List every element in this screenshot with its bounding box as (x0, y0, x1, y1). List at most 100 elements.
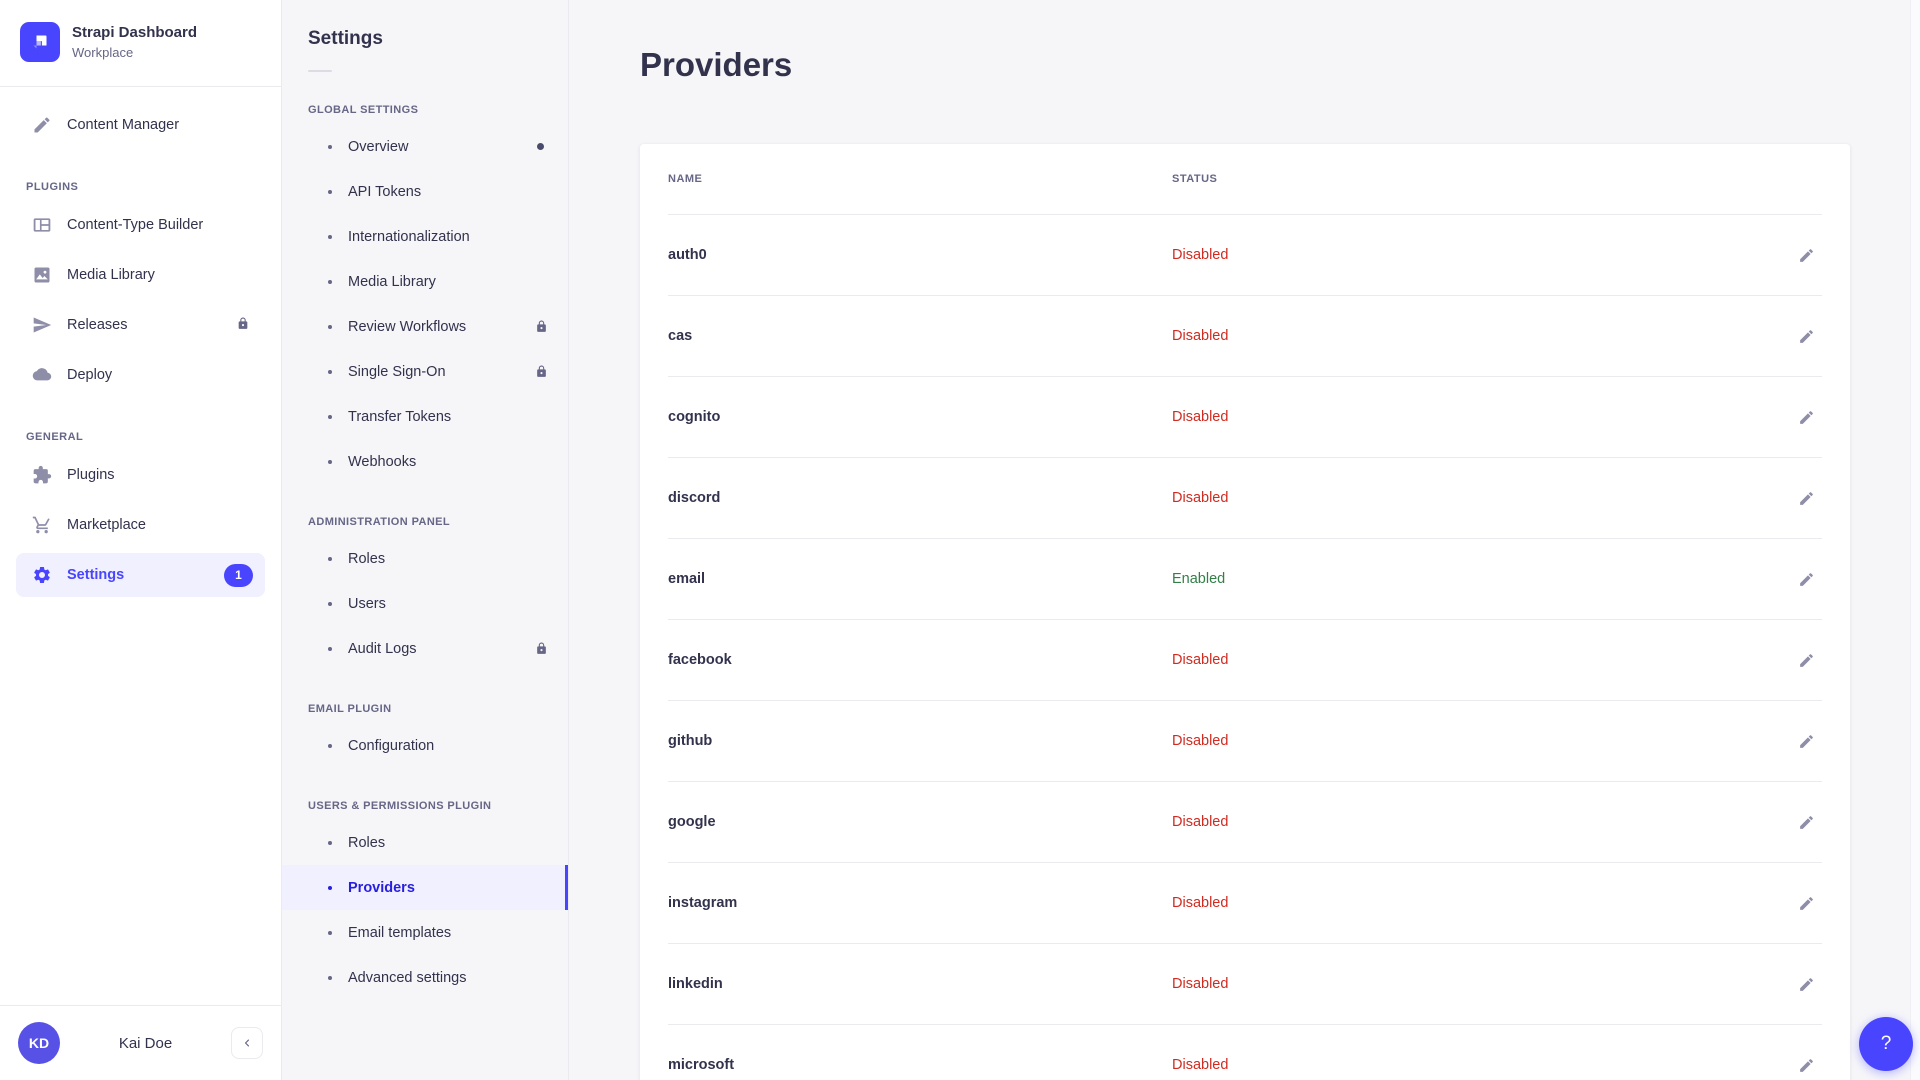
provider-status: Disabled (1172, 328, 1229, 344)
settings-nav-item-users[interactable]: Users (282, 581, 568, 626)
bullet-dot (328, 459, 332, 464)
brand-title: Strapi Dashboard (72, 24, 198, 42)
settings-nav-label: Transfer Tokens (348, 408, 452, 425)
sidebar-item-marketplace[interactable]: Marketplace (16, 503, 265, 547)
settings-nav-item-api-tokens[interactable]: API Tokens (282, 169, 568, 214)
sidebar-section-general: GENERAL (26, 431, 84, 443)
cart-icon (32, 516, 50, 534)
settings-nav-item-configuration[interactable]: Configuration (282, 723, 568, 768)
bullet-dot (328, 646, 332, 651)
edit-provider-button[interactable] (1790, 320, 1822, 352)
bullet-dot (328, 885, 332, 890)
bullet-dot (328, 601, 332, 606)
sidebar-item-label: Settings (67, 567, 125, 583)
settings-nav-item-transfer-tokens[interactable]: Transfer Tokens (282, 394, 568, 439)
edit-provider-button[interactable] (1790, 644, 1822, 676)
user-name: Kai Doe (118, 1034, 173, 1052)
subnav-divider (308, 70, 332, 72)
settings-nav-label: Roles (348, 550, 386, 567)
bullet-dot (328, 975, 332, 980)
edit-provider-button[interactable] (1790, 482, 1822, 514)
sidebar-section-plugins: PLUGINS (26, 181, 79, 193)
pencil-icon (1799, 491, 1813, 505)
table-header-row: NAME STATUS (668, 144, 1822, 214)
sidebar-item-label: Content Manager (67, 117, 180, 133)
gear-icon (34, 567, 50, 583)
layout-icon (33, 218, 51, 232)
notification-dot (537, 143, 544, 150)
workspace-brand[interactable]: Strapi Dashboard Workplace (0, 0, 281, 87)
settings-nav-item-email-templates[interactable]: Email templates (282, 910, 568, 955)
pencil-icon (1799, 1058, 1813, 1072)
bullet-dot (328, 324, 332, 329)
settings-nav-label: Advanced settings (348, 969, 467, 986)
user-menu[interactable]: KD Kai Doe (0, 1005, 281, 1080)
sidebar-item-plugins[interactable]: Plugins (16, 453, 265, 497)
settings-nav-label: Roles (348, 834, 386, 851)
bullet-dot (328, 234, 332, 239)
sidebar-item-content-manager[interactable]: Content Manager (16, 103, 265, 147)
settings-nav-item-review-workflows[interactable]: Review Workflows (282, 304, 568, 349)
sidebar-item-label: Marketplace (67, 517, 146, 533)
edit-provider-button[interactable] (1790, 401, 1822, 433)
settings-nav-item-media-library[interactable]: Media Library (282, 259, 568, 304)
brand-text: Strapi Dashboard Workplace (72, 24, 197, 60)
table-row: cognito Disabled (668, 376, 1822, 457)
settings-nav-item-single-sign-on[interactable]: Single Sign-On (282, 349, 568, 394)
provider-status: Disabled (1172, 247, 1229, 263)
provider-name: facebook (668, 652, 732, 668)
provider-name: microsoft (668, 1057, 735, 1073)
settings-subnav: Settings GLOBAL SETTINGS Overview API To… (282, 0, 569, 1080)
provider-name: linkedin (668, 976, 723, 992)
settings-nav-label: Providers (348, 879, 415, 896)
provider-status: Disabled (1172, 814, 1229, 830)
sidebar-item-content-type-builder[interactable]: Content-Type Builder (16, 203, 265, 247)
column-header-status: STATUS (1172, 173, 1218, 185)
table-row: linkedin Disabled (668, 943, 1822, 1024)
edit-provider-button[interactable] (1790, 1049, 1822, 1080)
edit-provider-button[interactable] (1790, 563, 1822, 595)
sidebar-item-settings[interactable]: Settings 1 (16, 553, 265, 597)
subnav-section-administration-panel: ADMINISTRATION PANEL (308, 516, 451, 528)
settings-nav-label: Media Library (348, 273, 436, 290)
subnav-section-global-settings: GLOBAL SETTINGS (308, 104, 419, 116)
collapse-sidebar-button[interactable] (231, 1027, 263, 1059)
bullet-dot (328, 743, 332, 748)
settings-nav-item-up-roles[interactable]: Roles (282, 820, 568, 865)
settings-nav-item-providers[interactable]: Providers (282, 865, 568, 910)
sidebar-item-media-library[interactable]: Media Library (16, 253, 265, 297)
sidebar-item-label: Deploy (67, 367, 113, 383)
provider-name: discord (668, 490, 721, 506)
main-content: Providers NAME STATUS auth0 Disabled cas… (569, 0, 1920, 1080)
edit-provider-button[interactable] (1790, 968, 1822, 1000)
settings-nav-label: Overview (348, 138, 409, 155)
sidebar-item-label: Media Library (67, 267, 155, 283)
bullet-dot (328, 189, 332, 194)
settings-nav-item-webhooks[interactable]: Webhooks (282, 439, 568, 484)
help-button[interactable]: ? (1859, 1017, 1913, 1071)
settings-nav-label: Configuration (348, 737, 435, 754)
settings-nav-label: Webhooks (348, 453, 417, 470)
edit-provider-button[interactable] (1790, 239, 1822, 271)
edit-provider-button[interactable] (1790, 887, 1822, 919)
settings-nav-item-advanced-settings[interactable]: Advanced settings (282, 955, 568, 1000)
cloud-icon (32, 368, 52, 381)
settings-nav-item-internationalization[interactable]: Internationalization (282, 214, 568, 259)
provider-status: Disabled (1172, 1057, 1229, 1073)
sidebar-item-releases[interactable]: Releases (16, 303, 265, 347)
settings-nav-label: Single Sign-On (348, 363, 446, 380)
table-row: instagram Disabled (668, 862, 1822, 943)
column-header-name: NAME (668, 173, 703, 185)
edit-provider-button[interactable] (1790, 725, 1822, 757)
settings-nav-item-overview[interactable]: Overview (282, 124, 568, 169)
bullet-dot (328, 556, 332, 561)
settings-nav-item-audit-logs[interactable]: Audit Logs (282, 626, 568, 671)
settings-nav-item-admin-roles[interactable]: Roles (282, 536, 568, 581)
page-title: Providers (640, 46, 793, 83)
provider-name: auth0 (668, 247, 707, 263)
scrollbar[interactable] (1910, 0, 1920, 1080)
sidebar-item-deploy[interactable]: Deploy (16, 353, 265, 397)
strapi-logo-icon (20, 22, 60, 62)
edit-provider-button[interactable] (1790, 806, 1822, 838)
settings-notification-badge: 1 (224, 563, 253, 587)
